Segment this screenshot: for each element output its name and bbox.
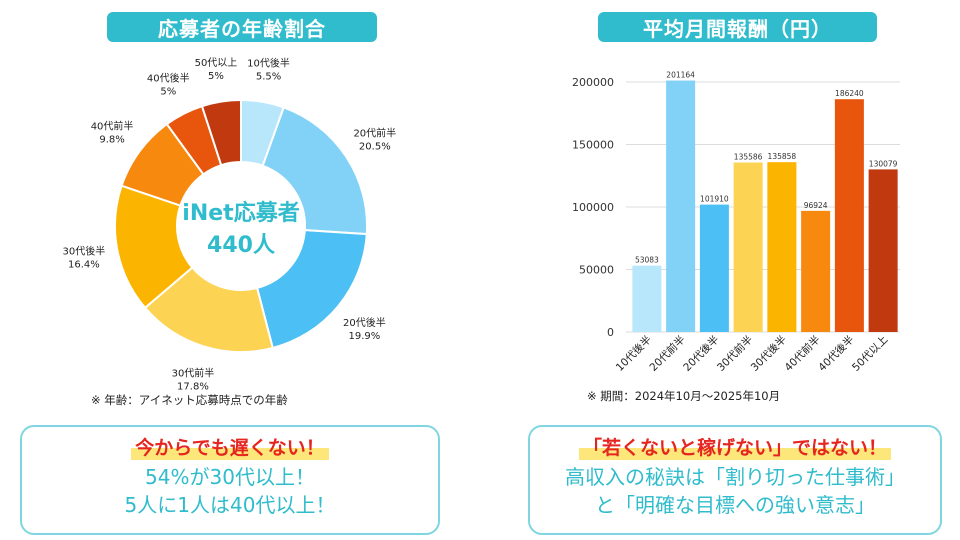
bar-xtick-1: 20代前半 [647, 333, 688, 374]
pie-label-3: 30代前半 17.8% [172, 367, 215, 390]
bar-xtick-4: 30代後半 [748, 333, 789, 374]
bar-xtick-5: 40代前半 [782, 333, 823, 374]
period-note: ※ 期間：2024年10月～2025年10月 [587, 389, 781, 403]
bar-value-1: 201164 [666, 71, 695, 80]
reward-summary-line-1: 高収入の秘訣は「割り切った仕事術」 [565, 465, 905, 489]
bar-value-0: 53083 [635, 256, 659, 265]
bar-2 [699, 204, 729, 332]
pie-slice-1 [261, 106, 368, 236]
age-note: ※ 年齢：アイネット応募時点での年齢 [91, 393, 288, 407]
bar-xtick-3: 30代前半 [714, 333, 755, 374]
reward-summary-box: 「若くないと稼げない」ではない！ 高収入の秘訣は「割り切った仕事術」 と「明確な… [528, 425, 942, 535]
bar-1 [666, 80, 696, 332]
age-summary-line-2: 5人に1人は40代以上！ [124, 493, 336, 517]
bar-ytick-1: 50000 [579, 264, 614, 277]
age-donut-chart: 10代後半 5.5% 20代前半 20.5% 20代後半 19.9% 30代前半 17.8% 3… [63, 56, 397, 390]
reward-bar-chart: 0 50000 100000 150000 200000 53083 10代後半 201164… [572, 71, 900, 374]
pie-slice-7 [200, 98, 242, 167]
bar-ytick-4: 200000 [572, 76, 614, 89]
bar-xtick-6: 40代後半 [816, 333, 857, 374]
age-summary-line-1: 54%が30代以上！ [145, 465, 315, 489]
bar-value-2: 101910 [700, 195, 729, 204]
bar-xtick-7: 50代以上 [850, 334, 890, 374]
pie-label-0: 10代後半 5.5% [247, 56, 290, 82]
pie-label-1: 20代前半 20.5% [353, 126, 396, 152]
pie-label-4: 30代後半 16.4% [63, 244, 106, 270]
bar-6 [834, 99, 864, 332]
pie-center-label-2: 440人 [207, 233, 275, 258]
bar-0 [632, 265, 662, 332]
pie-chart-title: 応募者の年齢割合 [107, 12, 377, 42]
pie-slice-3 [143, 266, 274, 353]
bar-ytick-0: 0 [607, 326, 614, 339]
bar-value-7: 130079 [869, 159, 898, 168]
bar-value-6: 186240 [835, 89, 864, 98]
reward-summary-line-2: と「明確な目標への強い意志」 [595, 493, 875, 517]
pie-label-6: 40代後半 5% [147, 71, 190, 97]
bar-chart-title: 平均月間報酬（円） [598, 12, 877, 42]
pie-label-2: 20代後半 19.9% [343, 316, 386, 342]
bar-xtick-0: 10代後半 [613, 333, 654, 374]
bar-5 [801, 210, 831, 332]
bar-xtick-2: 20代後半 [681, 333, 722, 374]
age-summary-headline: 今からでも遅くない！ [131, 433, 329, 460]
age-summary-box: 今からでも遅くない！ 54%が30代以上！ 5人に1人は40代以上！ [20, 425, 440, 535]
bar-4 [767, 162, 797, 332]
bar-ytick-2: 100000 [572, 201, 614, 214]
bar-value-3: 135586 [734, 153, 763, 162]
reward-summary-headline: 「若くないと稼げない」ではない！ [578, 433, 891, 460]
pie-center-label-1: iNet応募者 [182, 200, 299, 226]
bar-7 [868, 169, 898, 332]
pie-label-5: 40代前半 9.8% [91, 119, 134, 145]
bar-value-4: 135858 [768, 152, 797, 161]
bar-ytick-3: 150000 [572, 139, 614, 152]
pie-label-7: 50代以上 5% [195, 57, 238, 82]
bar-value-5: 96924 [804, 201, 828, 210]
bar-3 [733, 162, 763, 332]
